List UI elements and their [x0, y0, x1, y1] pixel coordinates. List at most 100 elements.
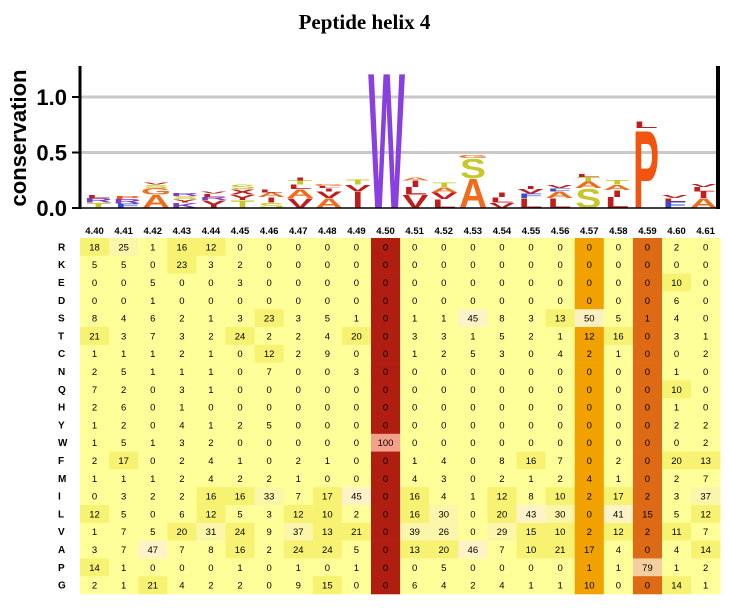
heatmap-value: 0 — [267, 438, 272, 449]
heatmap-cell — [487, 433, 517, 452]
heatmap-cell — [138, 327, 168, 346]
heatmap-value: 0 — [587, 367, 592, 378]
heatmap-value: 0 — [237, 403, 242, 414]
heatmap-cell — [80, 451, 110, 470]
heatmap-cell — [400, 273, 430, 292]
heatmap-cell — [545, 380, 575, 399]
heatmap-value: 2 — [121, 420, 126, 431]
logo-letter: V — [345, 183, 371, 193]
heatmap-value: 4 — [412, 474, 417, 485]
heatmap-value: 12 — [89, 509, 100, 520]
heatmap-cell — [254, 398, 284, 417]
heatmap-cell — [341, 451, 372, 470]
heatmap-cell — [138, 522, 168, 541]
heatmap-value: 0 — [383, 581, 388, 592]
heatmap-value: 0 — [645, 278, 650, 289]
logo-letter: R — [113, 198, 141, 205]
heatmap-cell — [429, 505, 459, 524]
heatmap-cell — [574, 433, 605, 452]
heatmap-cell — [80, 380, 110, 399]
heatmap-value: 7 — [92, 385, 97, 396]
heatmap-cell — [138, 344, 168, 363]
heatmap-value: 2 — [558, 474, 563, 485]
heatmap-value: 0 — [587, 278, 592, 289]
heatmap-value: 37 — [293, 527, 304, 538]
heatmap-value: 0 — [587, 242, 592, 253]
heatmap-value: 2 — [703, 420, 708, 431]
heatmap-value: 0 — [383, 296, 388, 307]
heatmap-cell — [196, 273, 226, 292]
heatmap-cell — [80, 309, 110, 328]
heatmap-value: 0 — [558, 438, 563, 449]
heatmap-cell — [138, 505, 168, 524]
heatmap-value: 0 — [499, 385, 504, 396]
heatmap-cell — [109, 540, 139, 559]
heatmap-cell — [254, 238, 284, 257]
heatmap-cell — [632, 505, 663, 524]
logo-letter: V — [201, 191, 228, 194]
heatmap-cell — [138, 309, 168, 328]
heatmap-value: 0 — [441, 438, 446, 449]
heatmap-cell — [138, 416, 168, 435]
heatmap-value: 10 — [584, 581, 595, 592]
heatmap-cell — [400, 469, 430, 488]
heatmap-cell — [400, 487, 430, 506]
heatmap-cell — [516, 522, 546, 541]
heatmap-value: 41 — [613, 509, 624, 520]
heatmap-cell — [283, 469, 314, 488]
heatmap-cell — [138, 576, 168, 595]
logo-letter: S — [258, 201, 284, 210]
heatmap-cell — [691, 398, 721, 417]
heatmap-cell — [109, 398, 139, 417]
heatmap-cell — [662, 309, 692, 328]
heatmap-cell — [312, 540, 343, 559]
heatmap-cell — [225, 344, 255, 363]
heatmap-cell — [429, 362, 459, 381]
heatmap-value: 79 — [642, 563, 653, 574]
heatmap-value: 0 — [267, 403, 272, 414]
heatmap-cell — [341, 540, 372, 559]
heatmap-value: 16 — [409, 492, 420, 503]
heatmap-cell — [487, 451, 517, 470]
heatmap-value: 3 — [441, 474, 446, 485]
heatmap-value: 0 — [150, 420, 155, 431]
heatmap-value: 0 — [470, 509, 475, 520]
heatmap-cell — [167, 344, 197, 363]
logo-axes: 0.0 0.5 1.0 — [36, 66, 720, 221]
heatmap-value: 0 — [645, 385, 650, 396]
heatmap-value: 7 — [499, 545, 504, 556]
heatmap-value: 1 — [412, 349, 417, 360]
heatmap-cell — [225, 273, 255, 292]
heatmap-value: 0 — [499, 403, 504, 414]
heatmap-value: 0 — [354, 278, 359, 289]
heatmap-cell — [487, 238, 517, 257]
heatmap-cell — [429, 255, 459, 274]
logo-letter: I — [410, 179, 421, 189]
heatmap-value: 0 — [296, 385, 301, 396]
heatmap-cell — [283, 344, 314, 363]
heatmap-value: 1 — [703, 331, 708, 342]
heatmap-cell — [312, 255, 343, 274]
heatmap-cell — [167, 522, 197, 541]
heatmap-value: 0 — [616, 296, 621, 307]
heatmap-value: 2 — [296, 331, 301, 342]
heatmap-cell — [167, 398, 197, 417]
heatmap-value: 0 — [354, 296, 359, 307]
heatmap-value: 0 — [470, 438, 475, 449]
heatmap-cell — [574, 469, 605, 488]
heatmap-cell — [487, 398, 517, 417]
heatmap-value: 5 — [150, 278, 155, 289]
heatmap-cell — [371, 540, 401, 559]
heatmap-row-label: N — [58, 367, 65, 378]
heatmap-cell — [458, 451, 488, 470]
logo-letter: K — [171, 201, 200, 210]
heatmap-value: 8 — [92, 314, 97, 325]
heatmap-value: 0 — [121, 296, 126, 307]
heatmap-cell — [283, 576, 314, 595]
heatmap-cell — [196, 380, 226, 399]
logo-letter: S — [575, 183, 601, 214]
heatmap-cell — [138, 433, 168, 452]
heatmap-value: 0 — [354, 349, 359, 360]
heatmap-value: 0 — [237, 242, 242, 253]
heatmap-cell — [662, 344, 692, 363]
